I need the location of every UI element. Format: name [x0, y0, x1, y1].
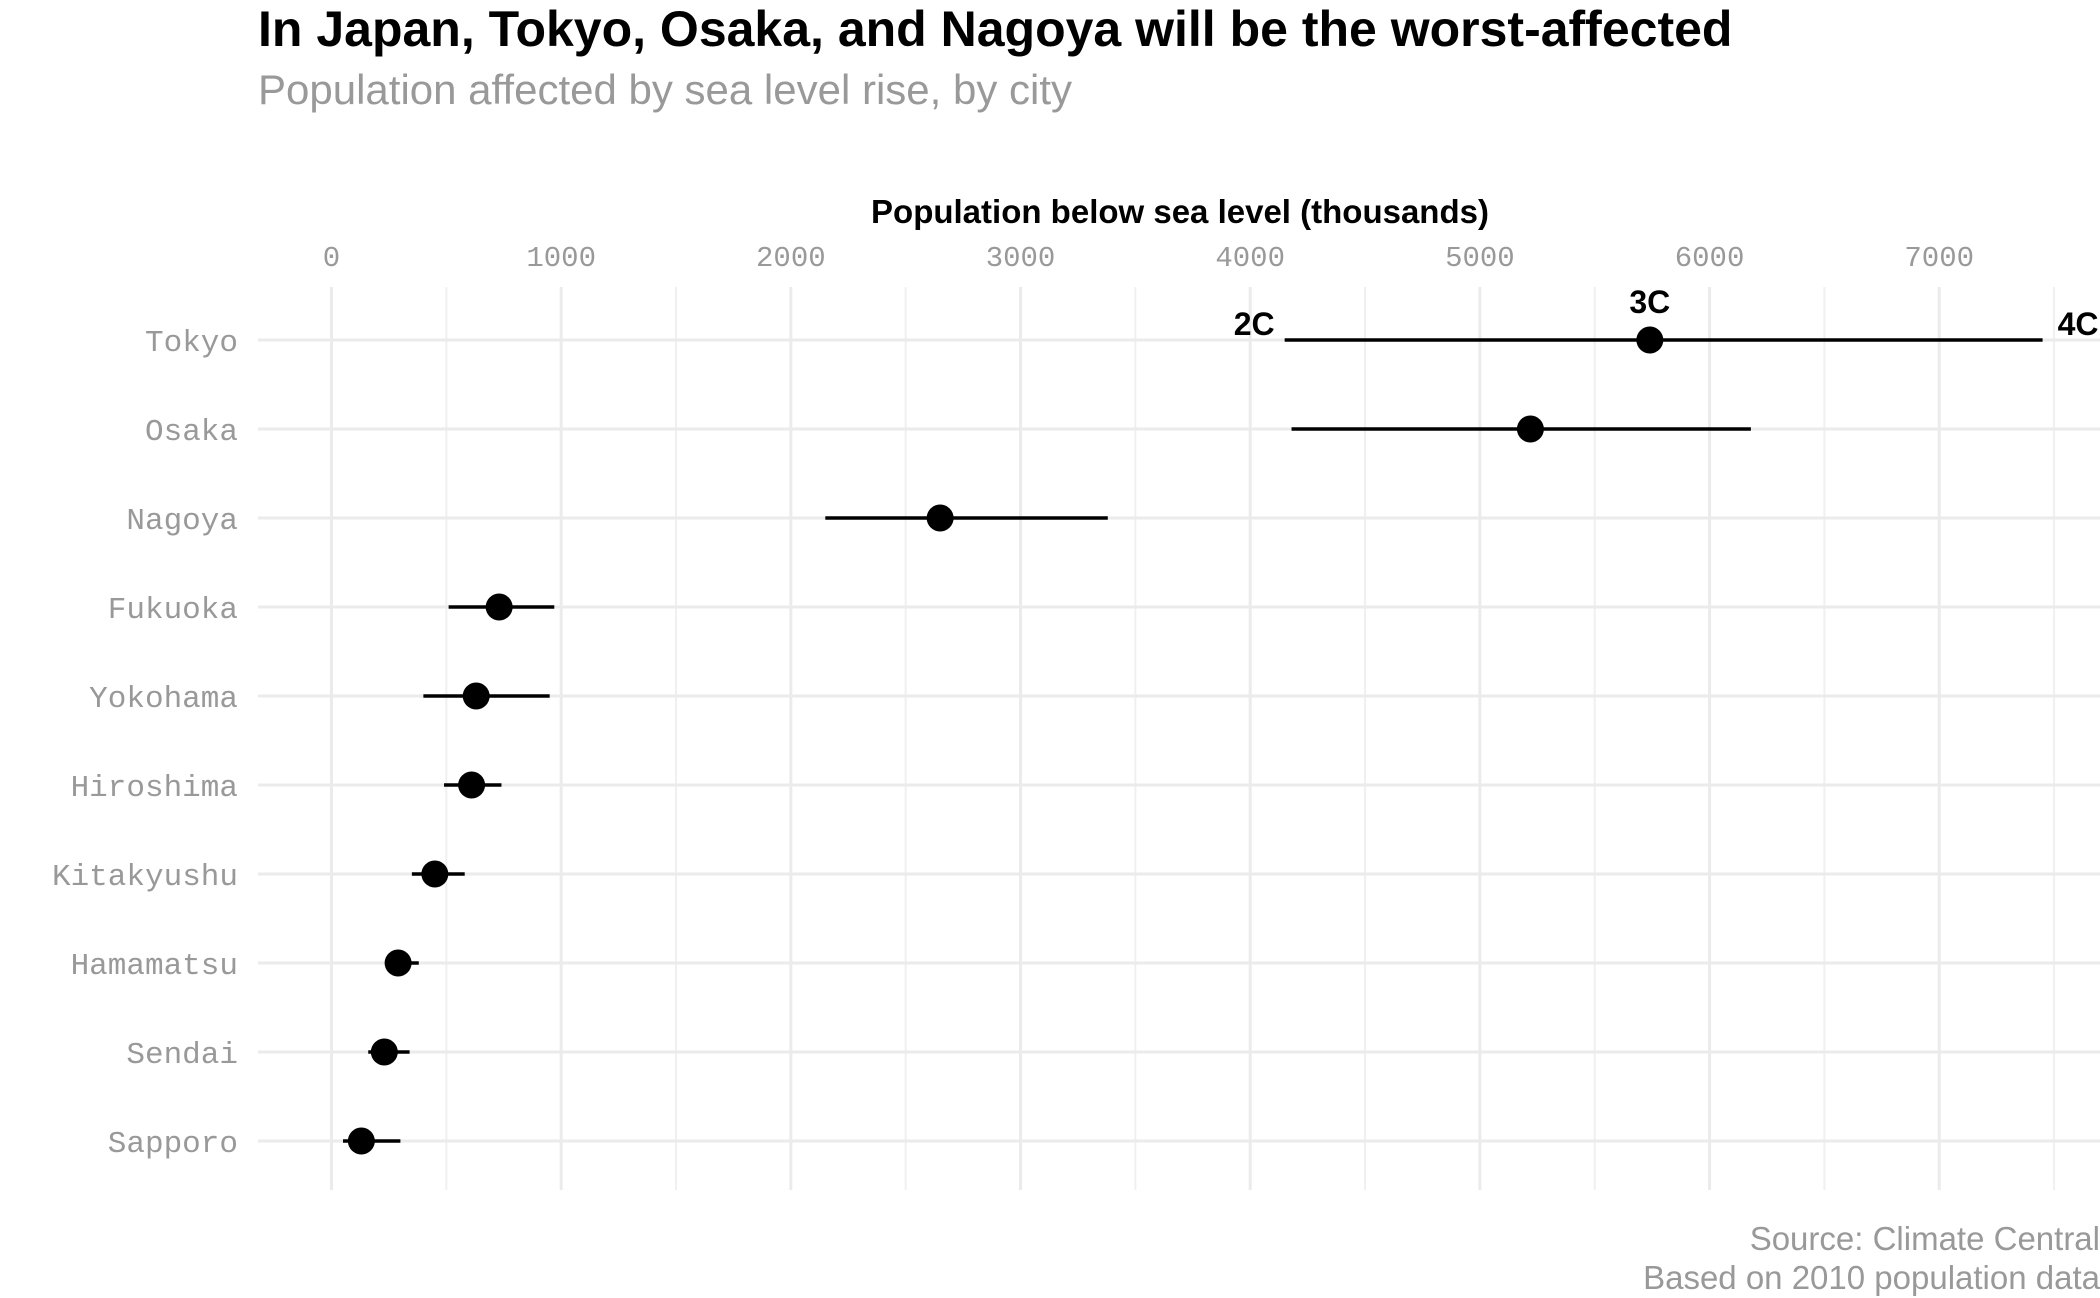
y-tick-label-osaka: Osaka — [145, 415, 238, 450]
x-tick-label: 0 — [323, 242, 340, 275]
annotation-4c: 4C — [2058, 306, 2099, 342]
source-caption: Source: Climate Central — [1749, 1220, 2100, 1257]
data-note-caption: Based on 2010 population data — [1643, 1259, 2100, 1296]
annotation-2c: 2C — [1234, 306, 1275, 342]
range-lines — [342, 338, 2043, 1143]
chart-subtitle: Population affected by sea level rise, b… — [258, 66, 1073, 113]
annotations: 2C 3C 4C — [1234, 284, 2099, 342]
x-tick-label: 2000 — [756, 242, 826, 275]
y-tick-label-kitakyushu: Kitakyushu — [52, 860, 238, 895]
y-tick-label-fukuoka: Fukuoka — [108, 593, 238, 628]
x-tick-label: 6000 — [1675, 242, 1745, 275]
point-sendai — [370, 1038, 398, 1066]
y-tick-label-sapporo: Sapporo — [108, 1127, 238, 1162]
point-fukuoka — [485, 593, 513, 621]
y-tick-label-yokohama: Yokohama — [89, 682, 238, 717]
chart-title: In Japan, Tokyo, Osaka, and Nagoya will … — [258, 1, 1733, 57]
annotation-3c: 3C — [1629, 284, 1670, 320]
x-tick-label: 7000 — [1904, 242, 1974, 275]
y-tick-label-sendai: Sendai — [126, 1038, 238, 1073]
x-tick-label: 4000 — [1215, 242, 1285, 275]
point-tokyo — [1636, 326, 1664, 354]
point-nagoya — [926, 504, 954, 532]
x-tick-label: 5000 — [1445, 242, 1515, 275]
y-tick-label-hiroshima: Hiroshima — [71, 771, 238, 806]
x-tick-label: 3000 — [986, 242, 1056, 275]
y-tick-label-nagoya: Nagoya — [126, 504, 238, 539]
point-hiroshima — [458, 771, 486, 799]
x-axis-title: Population below sea level (thousands) — [871, 193, 1489, 230]
x-tick-labels: 0 1000 2000 3000 4000 5000 6000 7000 — [323, 242, 1974, 275]
point-osaka — [1516, 415, 1544, 443]
y-tick-label-tokyo: Tokyo — [145, 326, 238, 361]
point-hamamatsu — [384, 949, 412, 977]
minor-gridlines — [445, 287, 2056, 1190]
x-tick-label: 1000 — [526, 242, 596, 275]
data-points — [347, 326, 1664, 1155]
y-tick-labels: Tokyo Osaka Nagoya Fukuoka Yokohama Hiroshima… — [52, 326, 238, 1162]
point-sapporo — [347, 1127, 375, 1155]
y-tick-label-hamamatsu: Hamamatsu — [71, 949, 238, 984]
point-kitakyushu — [421, 860, 449, 888]
point-yokohama — [462, 682, 490, 710]
